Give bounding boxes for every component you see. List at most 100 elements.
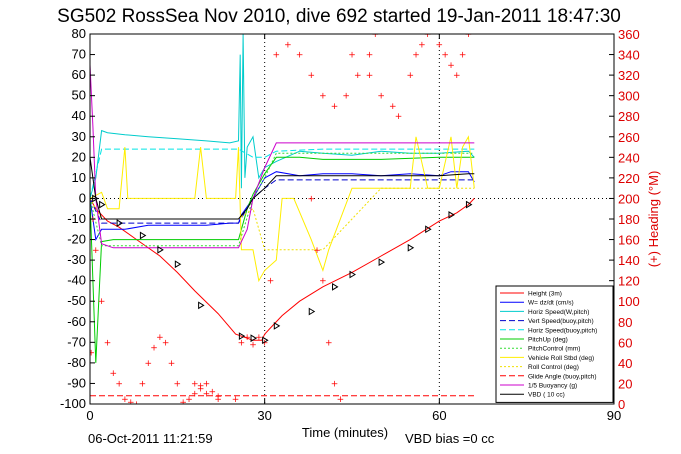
- heading-point: +: [255, 333, 263, 343]
- heading-point: +: [203, 379, 211, 389]
- right-axis: 3603403203002802602402202001801601401201…: [618, 27, 640, 412]
- heading-point: +: [197, 385, 205, 395]
- heading-point: +: [162, 338, 170, 348]
- heading-point: +: [127, 398, 135, 408]
- pitch-marker: [273, 322, 281, 330]
- heading-point: +: [307, 194, 315, 204]
- heading-point: +: [197, 382, 205, 392]
- heading-point: +: [185, 395, 193, 405]
- heading-point: +: [284, 40, 292, 50]
- heading-point: +: [89, 215, 97, 225]
- heading-point: +: [179, 398, 187, 408]
- heading-point: +: [115, 379, 123, 389]
- heading-point: +: [459, 51, 467, 61]
- pitch-marker: [378, 258, 386, 267]
- timestamp: 06-Oct-2011 11:21:59: [88, 431, 213, 446]
- heading-point: +: [418, 40, 426, 50]
- y2-tick-label: 40: [618, 356, 632, 371]
- y2-tick-label: 220: [618, 171, 640, 186]
- heading-point: +: [389, 102, 397, 112]
- y-tick-label: 10: [72, 170, 86, 185]
- pitch-marker: [139, 231, 147, 240]
- pitch-marker: [250, 334, 257, 343]
- series-line-5: [90, 156, 475, 363]
- pitch-marker: [116, 219, 124, 227]
- heading-point: +: [348, 51, 356, 61]
- heading-point: +: [319, 92, 327, 102]
- legend-label: PitchControl (mm): [528, 346, 580, 353]
- heading-point: +: [377, 92, 385, 102]
- x-tick-label: 0: [86, 408, 93, 423]
- heading-point: +: [144, 359, 152, 369]
- heading-point: +: [337, 395, 345, 405]
- y2-tick-label: 340: [618, 48, 640, 63]
- y-tick-label: 40: [72, 108, 86, 123]
- y2-tick-label: 280: [618, 109, 640, 124]
- legend-label: VBD ( 10 cc): [528, 392, 565, 399]
- heading-point: +: [273, 51, 281, 61]
- x-tick-label: 30: [257, 408, 271, 423]
- legend-label: Height (3m): [528, 291, 562, 298]
- heading-point: +: [331, 102, 339, 112]
- y2-tick-label: 200: [618, 191, 640, 206]
- heading-point: +: [447, 61, 455, 71]
- series-line-0: [90, 198, 475, 341]
- series-line-1: [90, 171, 475, 242]
- heading-point: +: [441, 51, 449, 61]
- heading-point: +: [238, 338, 246, 348]
- y2-tick-label: 0: [618, 397, 625, 412]
- heading-point: +: [307, 71, 315, 81]
- series-line-6: [90, 152, 475, 247]
- legend-label: 1/5 Buoyancy (g): [528, 383, 577, 390]
- pitch-marker: [157, 245, 164, 254]
- heading-point: +: [372, 30, 380, 40]
- heading-point: +: [406, 71, 414, 81]
- series-line-8: [90, 187, 475, 251]
- legend-label: Horiz Speed(W,pitch): [528, 309, 589, 316]
- series-line-10: [90, 64, 475, 249]
- y-tick-label: -70: [67, 334, 86, 349]
- pitch-marker: [465, 200, 473, 209]
- legend: Height (3m) W= dz/dt (cm/s) Horiz Speed(W,…: [495, 285, 614, 403]
- y2-axis-label: (+) Heading (°M): [646, 171, 661, 268]
- legend-label: Vert Speed(buoy,pitch): [528, 318, 594, 325]
- heading-point: +: [104, 338, 112, 348]
- pitch-marker: [99, 200, 106, 209]
- pitch-marker: [425, 225, 432, 234]
- x-tick-label: 60: [432, 408, 446, 423]
- pitch-marker: [174, 260, 182, 269]
- heading-point: +: [366, 71, 374, 81]
- series-line-4: [90, 148, 475, 199]
- y-tick-label: -50: [67, 293, 86, 308]
- y-tick-label: 80: [72, 26, 86, 41]
- y2-tick-label: 300: [618, 89, 640, 104]
- heading-point: +: [319, 277, 327, 287]
- heading-point: +: [436, 40, 444, 50]
- heading-point: +: [395, 112, 403, 122]
- vbd-bias-note: VBD bias =0 cc: [405, 431, 495, 446]
- y-tick-label: 70: [72, 47, 86, 62]
- y2-tick-label: 360: [618, 27, 640, 42]
- heading-point: +: [342, 92, 350, 102]
- heading-point: +: [354, 71, 362, 81]
- heading-point: +: [249, 340, 257, 350]
- pitch-marker: [332, 282, 339, 291]
- y2-tick-label: 120: [618, 274, 640, 289]
- heading-point: +: [424, 30, 432, 40]
- y-tick-label: -30: [67, 252, 86, 267]
- heading-point: +: [92, 246, 100, 256]
- heading-point: +: [156, 333, 164, 343]
- legend-label: Horiz Speed(buoy,pitch): [528, 327, 597, 334]
- series-line-2: [90, 34, 475, 199]
- heading-point: +: [87, 349, 95, 359]
- heading-point: +: [465, 30, 473, 40]
- chart-title: SG502 RossSea Nov 2010, dive 692 started…: [57, 6, 621, 27]
- heading-point: +: [261, 338, 269, 348]
- y-tick-label: 30: [72, 129, 86, 144]
- legend-label: PitchUp (deg): [528, 337, 568, 344]
- heading-point: +: [366, 51, 374, 61]
- x-axis-label: Time (minutes): [302, 425, 388, 440]
- heading-point: +: [191, 379, 199, 389]
- heading-point: +: [191, 390, 199, 400]
